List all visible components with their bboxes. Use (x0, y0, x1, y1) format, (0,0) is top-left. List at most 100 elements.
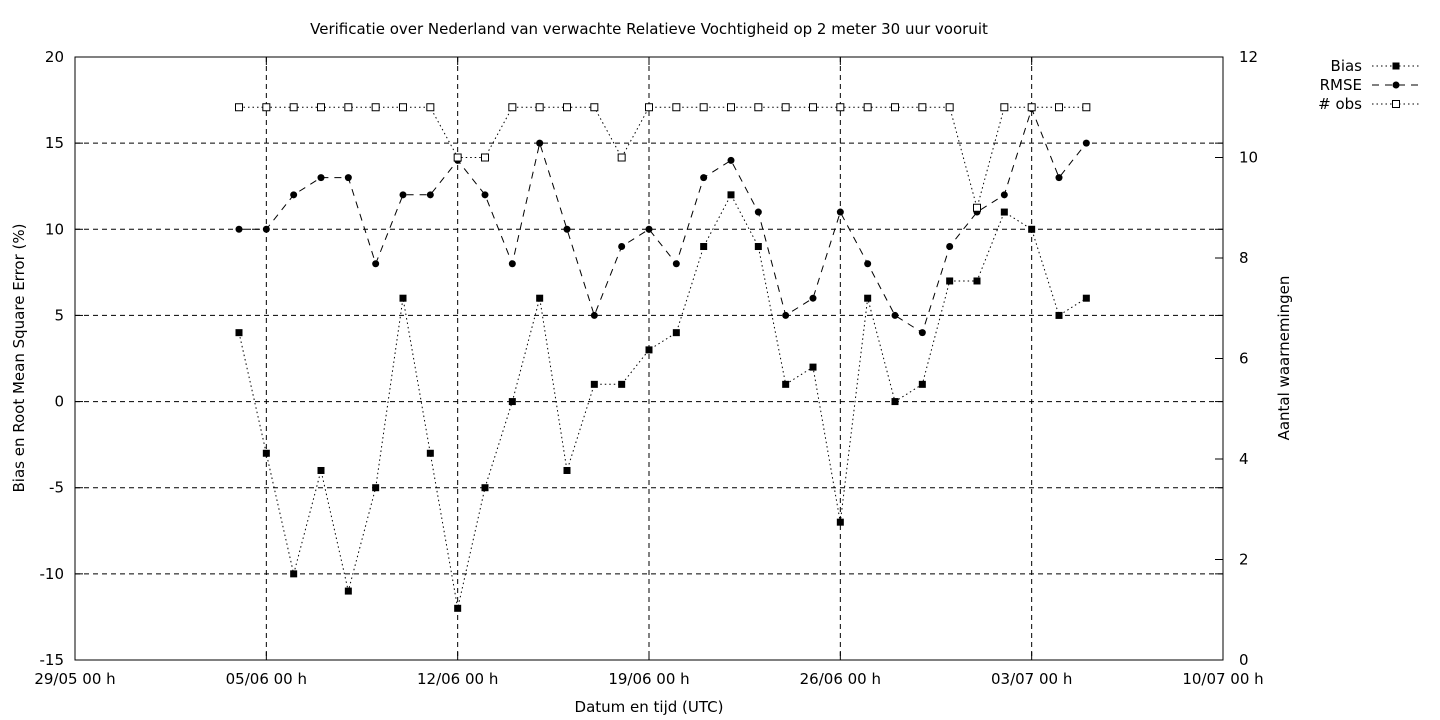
y2-tick-label: 6 (1239, 350, 1249, 368)
data-point-obs (344, 103, 353, 112)
data-point-rmse (536, 139, 544, 147)
y2-tick-label: 0 (1239, 651, 1249, 669)
data-point-rmse (399, 191, 407, 199)
data-point-obs (1082, 103, 1091, 112)
legend-marker (1392, 81, 1400, 89)
legend-marker (1392, 100, 1400, 108)
data-point-rmse (372, 260, 380, 268)
y-tick-label: 0 (54, 393, 64, 411)
y2-axis-label: Aantal waarnemingen (1275, 276, 1293, 441)
series-line-bias (238, 193, 1087, 609)
data-point-obs (371, 103, 380, 112)
series-layer (235, 103, 1091, 612)
data-point-rmse (754, 208, 762, 216)
data-point-obs (699, 103, 708, 112)
data-point-bias (536, 294, 544, 302)
data-point-obs (289, 103, 298, 112)
data-point-bias (317, 466, 325, 474)
x-tick-label: 12/06 00 h (417, 670, 498, 688)
data-point-rmse (672, 260, 680, 268)
data-point-obs (727, 103, 735, 112)
legend-label: Bias (1331, 57, 1363, 75)
data-point-rmse (782, 311, 790, 319)
data-point-rmse (1000, 191, 1008, 199)
data-point-obs (563, 103, 571, 112)
y2-tick-label: 12 (1239, 48, 1258, 66)
data-point-rmse (1055, 174, 1063, 182)
data-point-bias (399, 294, 407, 302)
data-point-obs (836, 103, 845, 112)
data-point-bias (481, 484, 489, 492)
data-point-bias (618, 380, 626, 388)
data-point-bias (645, 346, 653, 354)
data-point-bias (262, 449, 270, 457)
data-point-obs (918, 103, 927, 112)
data-point-obs (481, 153, 489, 162)
chart-title: Verificatie over Nederland van verwachte… (310, 20, 988, 38)
data-point-obs (453, 153, 462, 162)
data-point-bias (235, 329, 243, 337)
data-point-rmse (235, 225, 243, 233)
legend-marker (1392, 62, 1400, 70)
data-point-obs (1000, 103, 1009, 112)
data-point-bias (754, 243, 762, 251)
data-point-rmse (864, 260, 872, 268)
series-line-obs (239, 106, 1087, 210)
data-point-rmse (891, 311, 899, 319)
data-point-bias (1000, 208, 1008, 216)
data-point-bias (454, 604, 462, 612)
data-point-obs (262, 103, 271, 112)
x-tick-label: 03/07 00 h (991, 670, 1072, 688)
legend-label: # obs (1318, 95, 1362, 113)
data-point-rmse (590, 311, 598, 319)
x-tick-label: 29/05 00 h (34, 670, 115, 688)
data-point-rmse (426, 191, 434, 199)
y-axis-label: Bias en Root Mean Square Error (%) (10, 224, 28, 493)
y2-tick-label: 2 (1239, 551, 1249, 569)
data-point-obs (891, 103, 899, 112)
y-tick-label: 10 (45, 220, 64, 238)
data-point-obs (399, 103, 407, 112)
y2-tick-label: 10 (1239, 149, 1258, 167)
data-point-rmse (481, 191, 489, 199)
data-point-bias (891, 398, 899, 406)
data-point-rmse (508, 260, 516, 268)
y-tick-label: 15 (45, 134, 64, 152)
data-point-obs (781, 103, 790, 112)
data-point-rmse (946, 243, 954, 251)
data-point-obs (645, 103, 653, 112)
data-point-bias (1082, 294, 1090, 302)
data-point-rmse (727, 156, 735, 164)
data-point-bias (864, 294, 872, 302)
grid-layer (75, 57, 1223, 660)
data-point-bias (946, 277, 954, 285)
x-tick-label: 19/06 00 h (608, 670, 689, 688)
x-tick-label: 10/07 00 h (1182, 670, 1263, 688)
data-point-bias (372, 484, 380, 492)
data-point-obs (426, 103, 435, 112)
y-tick-label: -10 (40, 565, 65, 583)
data-point-bias (426, 449, 434, 457)
legend-label: RMSE (1320, 76, 1362, 94)
x-axis-label: Datum en tijd (UTC) (575, 698, 724, 716)
data-point-obs (1055, 103, 1063, 112)
data-point-bias (836, 518, 844, 526)
data-point-rmse (344, 174, 352, 182)
data-point-obs (535, 103, 544, 112)
data-point-obs (945, 103, 954, 112)
data-point-rmse (1082, 139, 1090, 147)
data-point-bias (290, 570, 298, 578)
data-point-rmse (836, 208, 844, 216)
data-point-bias (508, 398, 516, 406)
data-point-obs (235, 103, 243, 112)
data-point-bias (782, 380, 790, 388)
data-point-bias (344, 587, 352, 595)
data-point-bias (809, 363, 817, 371)
data-point-bias (973, 277, 981, 285)
data-point-obs (617, 153, 626, 162)
data-point-obs (973, 203, 981, 212)
